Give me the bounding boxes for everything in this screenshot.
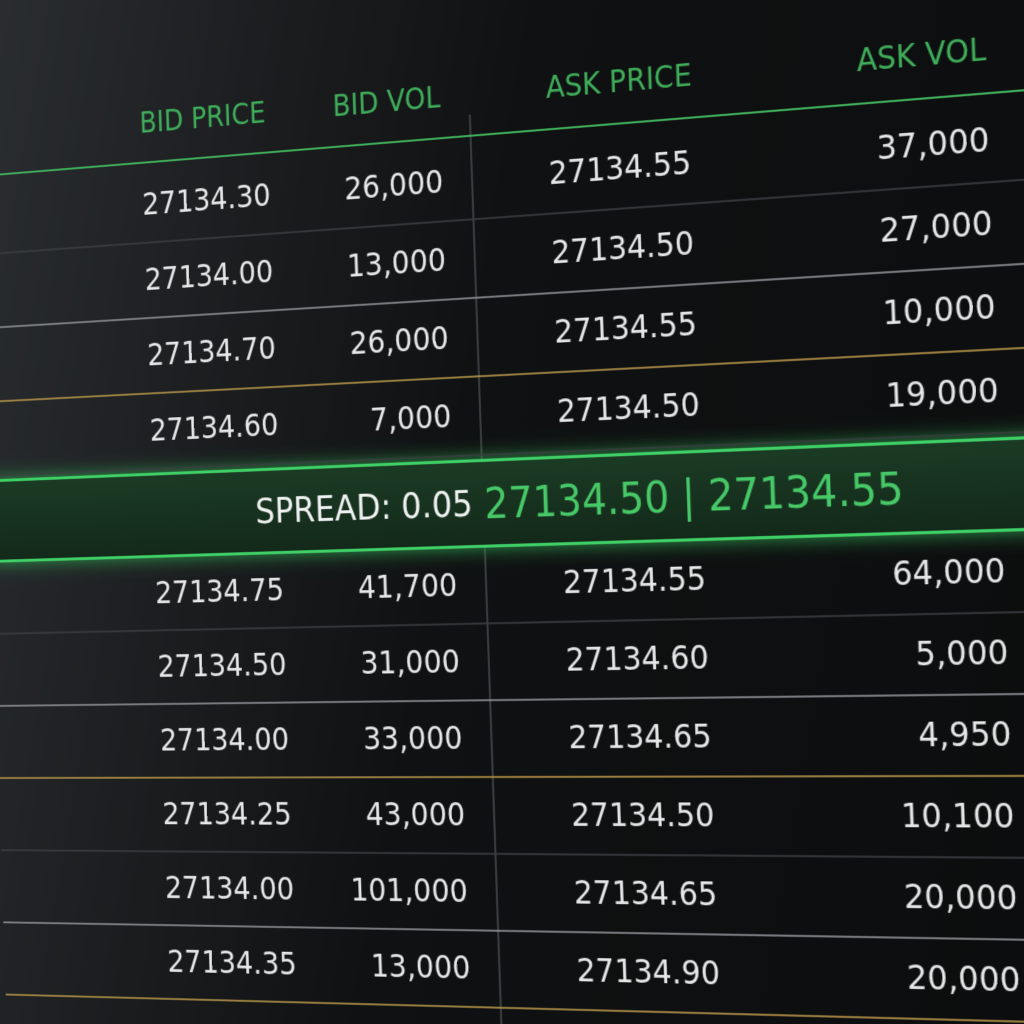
- bid-price: 27134.00: [144, 252, 274, 298]
- bid-price: 27134.00: [164, 869, 294, 908]
- ask-price: 27134.65: [573, 873, 718, 914]
- bid-vol: 26,000: [349, 319, 449, 363]
- ask-price: 27134.90: [576, 950, 721, 992]
- bid-vol: 13,000: [346, 240, 446, 284]
- spread-label: SPREAD: 0.05: [255, 483, 474, 532]
- bid-price: 27134.30: [142, 176, 272, 223]
- bid-vol: 7,000: [370, 397, 452, 439]
- page: SPREAD: 0.05 27134.50 | 27134.55 BID PRI…: [0, 0, 1024, 1024]
- column-divider: [469, 115, 503, 1024]
- ask-price: 27134.55: [562, 559, 706, 602]
- bid-price: 27134.75: [155, 571, 285, 611]
- ask-vol: 10,000: [882, 286, 996, 333]
- column-header: BID VOL: [332, 80, 441, 124]
- bid-vol: 33,000: [363, 719, 463, 758]
- ask-vol: 5,000: [915, 632, 1009, 674]
- bid-vol: 43,000: [365, 795, 466, 833]
- ask-price: 27134.55: [554, 304, 698, 351]
- bid-vol: 26,000: [344, 162, 444, 207]
- column-header: ASK PRICE: [545, 57, 692, 106]
- order-book: SPREAD: 0.05 27134.50 | 27134.55 BID PRI…: [10, 0, 1024, 1024]
- bid-price: 27134.70: [147, 329, 277, 373]
- row-line: [3, 921, 1024, 942]
- ask-price: 27134.50: [551, 223, 695, 271]
- ask-vol: 10,100: [900, 795, 1015, 836]
- bid-price: 27134.60: [149, 405, 279, 448]
- column-header: BID PRICE: [139, 95, 266, 140]
- ask-vol: 64,000: [892, 550, 1007, 594]
- column-header: ASK VOL: [856, 31, 987, 79]
- ask-vol: 27,000: [879, 202, 993, 250]
- row-line: [0, 692, 1024, 707]
- ask-price: 27134.55: [548, 143, 692, 193]
- ask-vol: 4,950: [918, 713, 1012, 754]
- row-line: [1, 849, 1024, 859]
- bid-price: 27134.35: [167, 943, 297, 983]
- ask-vol: 19,000: [885, 370, 999, 416]
- row-line: [6, 994, 1024, 1024]
- bid-vol: 41,700: [357, 566, 457, 607]
- bid-price: 27134.25: [162, 795, 292, 832]
- row-line: [0, 775, 1024, 779]
- ask-price: 27134.50: [556, 385, 700, 431]
- bid-vol: 31,000: [360, 642, 460, 682]
- ask-vol: 20,000: [906, 957, 1021, 1000]
- ask-vol: 20,000: [903, 876, 1018, 918]
- bid-price: 27134.50: [157, 645, 287, 684]
- ask-price: 27134.65: [568, 716, 712, 756]
- ask-vol: 37,000: [876, 119, 990, 168]
- row-line: [0, 609, 1024, 635]
- ask-price: 27134.50: [571, 795, 716, 835]
- screen: SPREAD: 0.05 27134.50 | 27134.55 BID PRI…: [0, 0, 1024, 1024]
- ask-price: 27134.60: [565, 637, 709, 678]
- bid-price: 27134.00: [160, 720, 290, 758]
- bid-vol: 13,000: [370, 947, 471, 987]
- bid-vol: 101,000: [350, 871, 468, 910]
